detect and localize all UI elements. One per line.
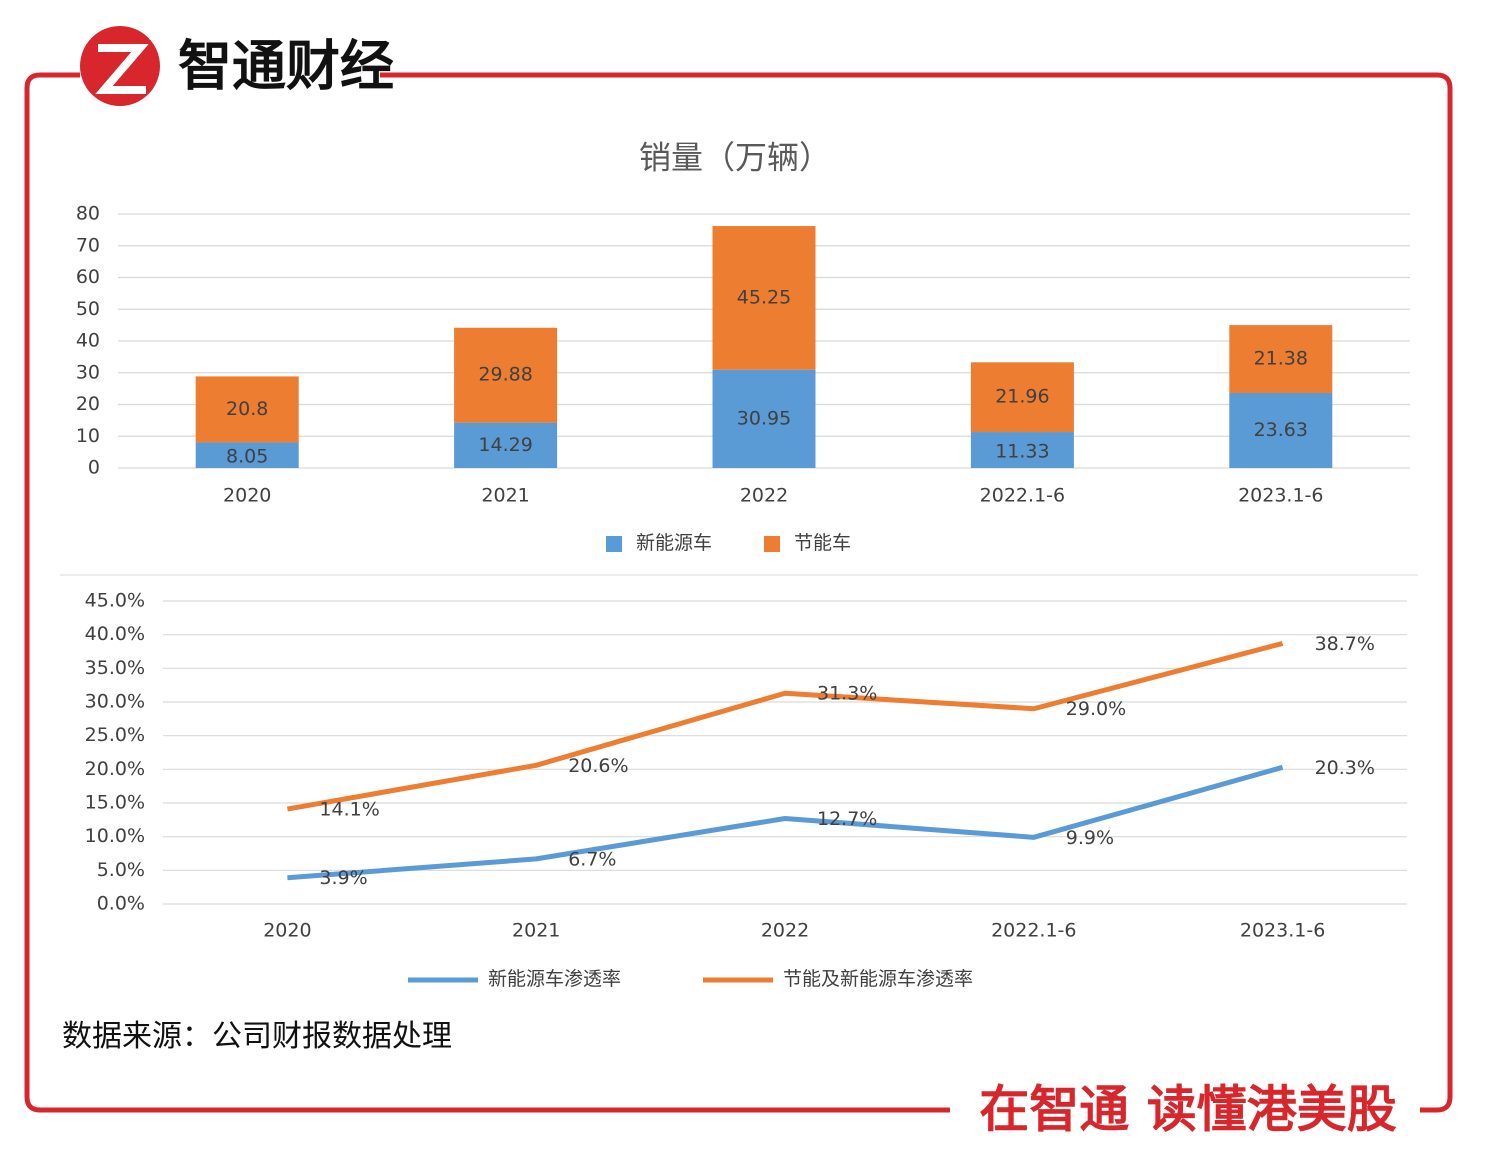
y-tick-label: 25.0% (85, 724, 145, 746)
y-tick-label: 70 (76, 234, 100, 256)
value-label: 20.3% (1315, 757, 1375, 779)
line (286, 641, 1284, 812)
source-note: 数据来源：公司财报数据处理 (62, 1019, 452, 1054)
value-label: 9.9% (1066, 827, 1114, 849)
x-tick-label: 2022 (740, 485, 788, 507)
chart-title: 销量（万辆） (639, 139, 831, 177)
y-tick-label: 40.0% (85, 623, 145, 645)
x-tick-label: 2020 (223, 485, 271, 507)
y-tick-label: 0 (88, 457, 100, 479)
value-label: 45.25 (737, 286, 791, 308)
value-label: 20.6% (568, 755, 628, 777)
y-tick-label: 80 (76, 203, 100, 225)
value-label: 12.7% (817, 808, 877, 830)
y-tick-label: 40 (76, 330, 100, 352)
legend-swatch (606, 536, 622, 552)
y-tick-label: 60 (76, 266, 100, 288)
bar (454, 422, 558, 468)
bar (970, 432, 1074, 468)
x-tick-label: 2023.1-6 (1240, 920, 1325, 942)
value-label: 6.7% (568, 848, 616, 870)
y-tick-label: 50 (76, 298, 100, 320)
bar (195, 442, 299, 468)
value-label: 29.0% (1066, 698, 1126, 720)
y-tick-label: 20 (76, 393, 100, 415)
bar (712, 226, 816, 370)
y-tick-label: 30.0% (85, 691, 145, 713)
y-tick-label: 20.0% (85, 758, 145, 780)
legend-label: 新能源车 (636, 532, 712, 554)
x-tick-label: 2021 (512, 920, 560, 942)
y-tick-label: 5.0% (97, 859, 145, 881)
legend-swatch (764, 536, 780, 552)
value-label: 11.33 (995, 441, 1049, 463)
y-tick-label: 15.0% (85, 792, 145, 814)
bar (195, 376, 299, 443)
y-tick-label: 35.0% (85, 657, 145, 679)
y-tick-label: 45.0% (85, 590, 145, 612)
y-tick-label: 10.0% (85, 825, 145, 847)
bar (712, 369, 816, 468)
x-tick-label: 2021 (481, 485, 529, 507)
value-label: 3.9% (319, 867, 367, 889)
y-tick-label: 10 (76, 425, 100, 447)
value-label: 21.38 (1254, 348, 1308, 370)
bar (454, 327, 558, 423)
legend-label: 节能及新能源车渗透率 (783, 968, 973, 990)
value-label: 14.1% (319, 799, 379, 821)
legend-label: 新能源车渗透率 (488, 968, 621, 990)
y-tick-label: 30 (76, 361, 100, 383)
x-tick-label: 2022 (761, 920, 809, 942)
legend-label: 节能车 (794, 532, 851, 554)
x-tick-label: 2023.1-6 (1238, 485, 1323, 507)
value-label: 31.3% (817, 683, 877, 705)
bar (1229, 325, 1333, 393)
slogan: 在智通 读懂港美股 (979, 1081, 1396, 1139)
bar (970, 362, 1074, 433)
value-label: 23.63 (1254, 419, 1308, 441)
line (287, 764, 1284, 881)
value-label: 29.88 (478, 364, 532, 386)
bar (1229, 392, 1333, 468)
value-label: 21.96 (995, 386, 1049, 408)
frame (24, 72, 1453, 1113)
value-label: 14.29 (478, 434, 532, 456)
x-tick-label: 2020 (263, 920, 311, 942)
y-tick-label: 0.0% (97, 893, 145, 915)
brand: 智通财经 (178, 35, 394, 98)
x-tick-label: 2022.1-6 (991, 920, 1076, 942)
logo-mark (95, 44, 149, 94)
value-label: 38.7% (1315, 633, 1375, 655)
value-label: 30.95 (737, 407, 791, 429)
value-label: 8.05 (226, 446, 268, 468)
value-label: 20.8 (226, 398, 268, 420)
x-tick-label: 2022.1-6 (980, 485, 1065, 507)
